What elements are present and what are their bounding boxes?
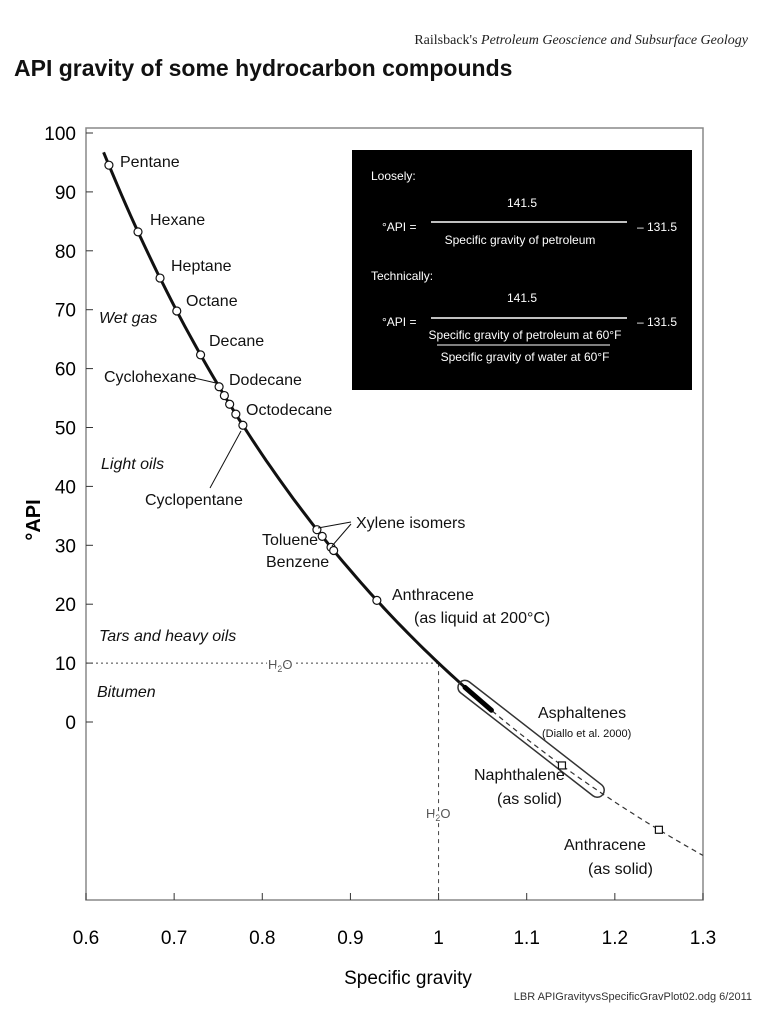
x-tick-label: 0.8 bbox=[249, 928, 275, 949]
x-tick-label: 1.3 bbox=[690, 928, 716, 949]
label-asphaltenes-source: (Diallo et al. 2000) bbox=[542, 728, 631, 740]
liquid-point bbox=[225, 399, 235, 409]
svg-text:°API =: °API = bbox=[382, 315, 416, 329]
x-axis-label: Specific gravity bbox=[344, 968, 472, 989]
svg-text:Loosely:: Loosely: bbox=[371, 169, 416, 183]
liquid-point bbox=[372, 595, 382, 605]
y-axis-label: °API bbox=[23, 499, 45, 540]
label-anthracene-solid: Anthracene bbox=[564, 837, 646, 854]
leader-lines bbox=[189, 376, 352, 547]
x-tick-label: 1.2 bbox=[602, 928, 628, 949]
label-decane: Decane bbox=[209, 333, 264, 350]
label-octodecane: Octodecane bbox=[246, 402, 332, 419]
label-toluene: Toluene bbox=[262, 532, 318, 549]
solid-point bbox=[654, 825, 664, 834]
plot-frame bbox=[85, 127, 704, 901]
region-wet-gas: Wet gas bbox=[99, 310, 157, 327]
label-anthracene-liquid-note: (as liquid at 200°C) bbox=[414, 610, 550, 627]
liquid-point bbox=[133, 227, 143, 237]
liquid-point bbox=[231, 409, 241, 419]
svg-text:Specific gravity of petroleum: Specific gravity of petroleum at 60°F bbox=[429, 328, 622, 342]
solid-point bbox=[557, 761, 567, 770]
y-tick-label: 80 bbox=[55, 242, 76, 263]
api-curve-solid bbox=[102, 151, 467, 689]
svg-text:Technically:: Technically: bbox=[371, 269, 433, 283]
label-anthracene-solid-note: (as solid) bbox=[588, 861, 653, 878]
liquid-point bbox=[214, 382, 224, 392]
svg-text:141.5: 141.5 bbox=[507, 291, 537, 305]
y-tick-label: 70 bbox=[55, 301, 76, 322]
label-anthracene-liquid: Anthracene bbox=[392, 587, 474, 604]
water-label-vertical: H2O bbox=[426, 806, 451, 823]
svg-text:141.5: 141.5 bbox=[507, 196, 537, 210]
label-naphthalene-note: (as solid) bbox=[497, 791, 562, 808]
label-heptane: Heptane bbox=[171, 258, 232, 275]
footer-note: LBR APIGravityvsSpecificGravPlot02.odg 6… bbox=[514, 991, 752, 1003]
svg-text:Specific gravity of petroleum: Specific gravity of petroleum bbox=[445, 233, 596, 247]
svg-text:°API =: °API = bbox=[382, 220, 416, 234]
liquid-point bbox=[172, 306, 182, 316]
label-cyclopentane: Cyclopentane bbox=[145, 492, 243, 509]
label-dodecane: Dodecane bbox=[229, 372, 302, 389]
liquid-point bbox=[219, 390, 229, 401]
asphaltenes-thick-segment bbox=[462, 684, 494, 713]
x-tick-label: 0.9 bbox=[337, 928, 363, 949]
y-tick-label: 90 bbox=[55, 183, 76, 204]
label-xylene: Xylene isomers bbox=[356, 515, 465, 532]
credit: Railsback's Petroleum Geoscience and Sub… bbox=[414, 33, 748, 48]
liquid-point bbox=[195, 350, 206, 360]
liquid-point bbox=[155, 273, 165, 283]
y-tick-label: 50 bbox=[55, 419, 76, 440]
region-tars: Tars and heavy oils bbox=[99, 628, 236, 645]
label-hexane: Hexane bbox=[150, 212, 205, 229]
y-tick-label: 40 bbox=[55, 477, 76, 498]
water-label-horizontal: H2O bbox=[268, 657, 293, 674]
label-naphthalene: Naphthalene bbox=[474, 767, 565, 784]
y-tick-label: 0 bbox=[65, 713, 76, 734]
y-tick-label: 60 bbox=[55, 360, 76, 381]
svg-text:Specific gravity of water at 6: Specific gravity of water at 60°F bbox=[441, 350, 610, 364]
x-tick-label: 0.6 bbox=[73, 928, 99, 949]
data-points bbox=[104, 160, 664, 834]
label-benzene: Benzene bbox=[266, 554, 329, 571]
label-cyclohexane: Cyclohexane bbox=[104, 369, 197, 386]
api-curve-dashed bbox=[464, 686, 704, 856]
liquid-point bbox=[317, 531, 327, 541]
liquid-point bbox=[238, 420, 248, 430]
y-tick-label: 100 bbox=[44, 124, 76, 145]
x-tick-label: 1.1 bbox=[513, 928, 539, 949]
svg-text:– 131.5: – 131.5 bbox=[637, 220, 677, 234]
label-pentane: Pentane bbox=[120, 154, 180, 171]
region-bitumen: Bitumen bbox=[97, 684, 156, 701]
formula-box: Loosely: 141.5 °API = Specific gravity o… bbox=[352, 150, 692, 390]
y-tick-label: 20 bbox=[55, 595, 76, 616]
chart-title: API gravity of some hydrocarbon compound… bbox=[14, 55, 512, 81]
y-tick-label: 10 bbox=[55, 654, 76, 675]
label-octane: Octane bbox=[186, 293, 238, 310]
x-tick-label: 0.7 bbox=[161, 928, 187, 949]
label-asphaltenes: Asphaltenes bbox=[538, 705, 626, 722]
region-light-oils: Light oils bbox=[101, 456, 164, 473]
liquid-point bbox=[104, 160, 114, 170]
asphaltenes-range bbox=[457, 679, 605, 798]
y-tick-label: 30 bbox=[55, 536, 76, 557]
svg-text:– 131.5: – 131.5 bbox=[637, 315, 677, 329]
x-tick-label: 1 bbox=[433, 928, 444, 949]
liquid-point bbox=[329, 545, 339, 556]
x-axis: 0.6 0.7 0.8 0.9 1 1.1 1.2 1.3 bbox=[73, 893, 716, 949]
